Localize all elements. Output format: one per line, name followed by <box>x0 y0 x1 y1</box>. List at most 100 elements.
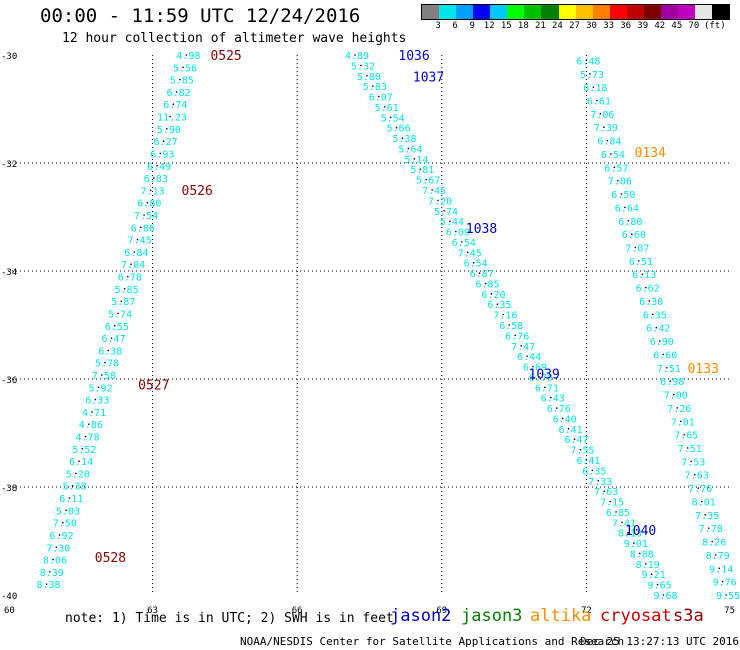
wave-height-label: 7.63 <box>685 471 709 482</box>
latitude-tick-label: -34 <box>1 268 17 278</box>
wave-height-label: 5.54 <box>381 113 405 124</box>
wave-height-label: 7.39 <box>594 123 618 134</box>
wave-height-label: 6.35 <box>643 310 667 321</box>
wave-height-label: 4.89 <box>345 51 369 62</box>
wave-height-label: 6.76 <box>505 331 529 342</box>
wave-height-label: 5.78 <box>95 359 119 370</box>
observation-dot <box>550 396 552 399</box>
legend-tick-label: 15 <box>500 21 512 31</box>
wave-height-label: 6.93 <box>150 149 174 160</box>
pass-time-label: 0525 <box>210 49 241 64</box>
observation-dot <box>68 497 71 499</box>
legend-swatch <box>695 5 713 19</box>
observation-dot <box>182 66 184 69</box>
observation-dot <box>120 300 123 302</box>
pass-time-label: 1038 <box>466 222 497 237</box>
observation-dot <box>354 54 356 56</box>
satellite-label-altika: altika <box>530 606 592 626</box>
observation-dot <box>544 386 546 389</box>
wave-height-label: 6.90 <box>650 337 674 348</box>
legend-swatch <box>660 5 678 19</box>
wave-height-label: 8.26 <box>702 538 726 549</box>
observation-dot <box>599 113 602 115</box>
satellite-label-jason2: jason2 <box>390 606 452 626</box>
wave-height-label: 8.13 <box>618 529 642 540</box>
observation-dot <box>690 460 693 463</box>
observation-dot <box>714 554 717 556</box>
wave-height-label: 6.64 <box>615 203 639 214</box>
observation-dot <box>472 261 475 264</box>
observation-dot <box>609 500 611 503</box>
longitude-tick-label: 66 <box>292 606 303 616</box>
observation-dot <box>107 349 110 352</box>
wave-height-label: 5.44 <box>440 217 464 228</box>
observation-dot <box>136 238 139 241</box>
wave-height-label: 7.01 <box>671 417 695 428</box>
wave-height-label: 6.54 <box>464 259 488 270</box>
legend-swatch <box>507 5 525 19</box>
observation-dot <box>55 546 58 549</box>
wave-height-label: 6.54 <box>601 150 625 161</box>
latitude-tick-label: -38 <box>1 484 17 494</box>
wave-height-label: 7.45 <box>458 248 482 259</box>
wave-height-label: 6.61 <box>587 96 611 107</box>
observation-dot <box>156 164 158 167</box>
wave-height-label: 7.41 <box>612 518 636 529</box>
wave-height-label: 5.73 <box>580 70 604 81</box>
observation-dot <box>97 386 100 389</box>
wave-height-label: 6.13 <box>632 270 656 281</box>
wave-height-label: 6.87 <box>470 269 494 280</box>
wave-height-label: 6.76 <box>547 404 571 415</box>
observation-dot <box>514 334 517 337</box>
wave-height-label: 7.33 <box>588 477 612 488</box>
observation-dot <box>634 246 637 249</box>
observation-dot <box>567 428 570 430</box>
wave-height-label: 8.38 <box>37 580 61 591</box>
observation-dot <box>455 230 457 233</box>
observation-dot <box>502 313 505 316</box>
wave-height-label: 7.51 <box>657 364 681 375</box>
observation-dot <box>662 353 665 356</box>
wave-height-label: 6.35 <box>582 466 606 477</box>
legend-swatch <box>524 5 542 19</box>
observation-dot <box>117 312 119 315</box>
wave-height-label: 6.60 <box>653 350 677 361</box>
observation-dot <box>91 411 93 413</box>
observation-dot <box>162 140 165 142</box>
observation-dot <box>683 433 686 436</box>
legend-swatch <box>456 5 474 19</box>
observation-dot <box>725 594 727 596</box>
wave-height-label: 7.20 <box>428 196 452 207</box>
observation-dot <box>419 168 422 171</box>
observation-dot <box>175 91 178 93</box>
wave-height-label: 9.65 <box>648 581 672 592</box>
observation-dot <box>62 521 64 524</box>
pass-time-label: 1039 <box>529 368 560 383</box>
observation-dot <box>130 263 132 266</box>
wave-height-label: 9.55 <box>716 591 740 602</box>
observation-dot <box>478 272 481 274</box>
observation-dot <box>627 531 629 534</box>
track-altika: 6.48 5.73 6.18 6.61 7.06 7.39 6.84 6.54 6.57 7.06… <box>576 56 740 602</box>
observation-dot <box>484 282 487 285</box>
longitude-tick-label: 69 <box>436 606 447 616</box>
longitude-tick-label: 75 <box>724 606 735 616</box>
wave-height-label: 9.01 <box>624 539 648 550</box>
observation-dot <box>75 472 77 475</box>
longitude-tick-label: 72 <box>581 606 592 616</box>
observation-dot <box>591 469 594 472</box>
generated-timestamp: Dec 25 13:27:13 UTC 2016 <box>580 635 739 648</box>
observation-dot <box>431 189 433 191</box>
legend-tick-label: 21 <box>534 21 546 31</box>
legend-tick-label: 3 <box>435 21 441 31</box>
observation-dot <box>461 241 463 243</box>
wave-height-label: 7.45 <box>422 186 446 197</box>
longitude-tick-label: 63 <box>147 606 158 616</box>
legend-tick-label: 42 <box>654 21 666 31</box>
observation-dot <box>496 303 499 306</box>
wave-height-label: 6.80 <box>618 217 642 228</box>
wave-height-label: 6.40 <box>553 414 577 425</box>
observation-dot <box>45 583 48 585</box>
wave-height-label: 6.50 <box>611 190 635 201</box>
wave-height-label: 11.23 <box>157 113 187 124</box>
